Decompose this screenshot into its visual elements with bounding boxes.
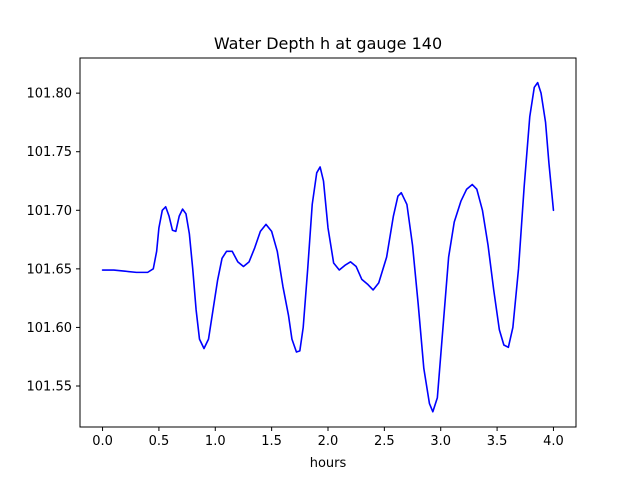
y-axis-ticks: 101.55 101.60 101.65 101.70 101.75 101.80 [27,87,80,395]
y-tick-label: 101.70 [27,204,73,219]
x-axis-label: hours [310,456,347,471]
x-tick-label: 4.0 [543,434,564,449]
chart-title: Water Depth h at gauge 140 [214,34,442,53]
y-tick-label: 101.65 [27,262,73,277]
x-tick-label: 3.5 [487,434,508,449]
y-tick-label: 101.55 [27,380,73,395]
x-tick-label: 0.5 [149,434,170,449]
x-tick-label: 1.0 [205,434,226,449]
x-tick-label: 1.5 [261,434,282,449]
x-tick-label: 3.0 [430,434,451,449]
x-tick-label: 2.5 [374,434,395,449]
x-axis-ticks: 0.0 0.5 1.0 1.5 2.0 2.5 3.0 3.5 4.0 [92,427,564,449]
y-tick-label: 101.60 [27,321,73,336]
y-tick-label: 101.80 [27,87,73,102]
x-tick-label: 0.0 [92,434,113,449]
y-tick-label: 101.75 [27,145,73,160]
x-tick-label: 2.0 [318,434,339,449]
series-line-0 [101,81,555,413]
